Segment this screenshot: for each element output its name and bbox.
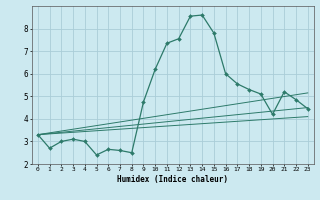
X-axis label: Humidex (Indice chaleur): Humidex (Indice chaleur): [117, 175, 228, 184]
